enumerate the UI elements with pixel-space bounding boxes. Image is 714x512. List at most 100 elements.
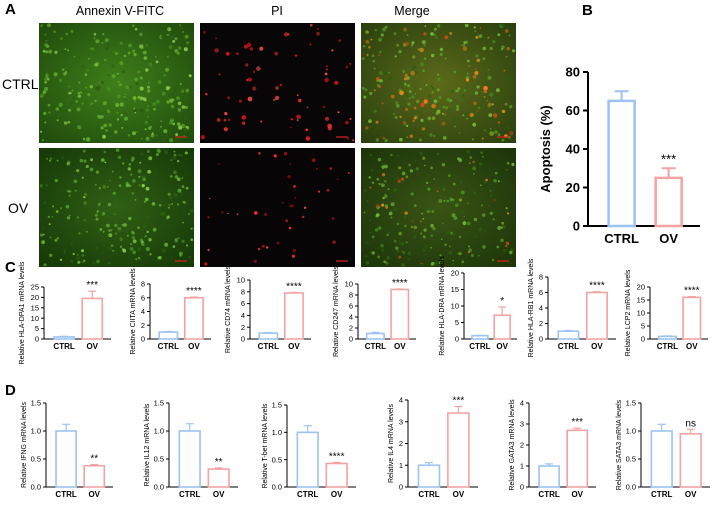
- bar-ctrl: [607, 99, 636, 228]
- y-tick-label: 8: [241, 287, 245, 296]
- bar-ctrl: [650, 430, 673, 488]
- bar-ctrl: [53, 336, 75, 340]
- x-category-label: OV: [571, 490, 583, 499]
- bar-ctrl: [55, 430, 77, 488]
- panel-label-c: C: [5, 259, 16, 276]
- y-tick-label: 2: [241, 323, 245, 332]
- significance-label: ***: [453, 396, 465, 407]
- x-category-label: OV: [685, 490, 697, 499]
- bar-ctrl: [158, 331, 179, 340]
- panel-label-d: D: [5, 382, 16, 399]
- x-category-label: OV: [496, 342, 508, 351]
- x-category-label: CTRL: [365, 342, 386, 351]
- x-category-label: CTRL: [657, 342, 678, 351]
- micrograph-ctrl-merge: [361, 23, 516, 143]
- bar-ov: [83, 464, 106, 488]
- bar-ctrl: [296, 431, 319, 488]
- column-title-merge: Merge: [394, 4, 429, 18]
- chart-d5: 0 1 2 3 4 Relative GATA3 mRNA levels CTRL OV ***: [509, 399, 596, 499]
- chart-c4: 0 2 4 6 8 10 Relative CD247 mRNA levels CTRL OV *…: [333, 265, 416, 357]
- x-category-label: CTRL: [53, 342, 74, 351]
- y-tick-label: 2: [349, 324, 353, 333]
- y-tick-label: 4: [141, 307, 145, 316]
- y-tick-label: 4: [539, 304, 543, 313]
- y-axis-title: Relative CD74 mRNA levels: [225, 265, 232, 353]
- row-label-ctrl: CTRL: [2, 76, 39, 92]
- significance-label: ****: [589, 281, 605, 292]
- bar-ov: [325, 462, 348, 488]
- y-tick-label: 4: [520, 399, 524, 408]
- bar-ov: [81, 297, 104, 340]
- significance-label: ****: [329, 451, 345, 462]
- y-axis-title: Relative CIITA mRNA levels: [130, 268, 137, 355]
- x-category-label: CTRL: [258, 342, 279, 351]
- x-category-label: CTRL: [55, 490, 76, 499]
- y-tick-label: 1.0: [154, 427, 164, 436]
- y-tick-label: 1: [399, 461, 403, 470]
- y-tick-label: 4: [399, 396, 403, 405]
- x-category-label: CTRL: [604, 231, 639, 246]
- y-axis-title: Relative HLA-DPA1 mRNA levels: [19, 261, 26, 364]
- y-tick-label: 15: [31, 303, 39, 312]
- y-tick-label: 60: [566, 103, 580, 118]
- bar-ov: [566, 429, 589, 488]
- y-tick-label: 1.0: [272, 428, 282, 437]
- y-tick-label: 1.5: [626, 399, 636, 408]
- x-category-label: OV: [213, 490, 225, 499]
- significance-label: ns: [685, 418, 696, 429]
- y-tick-label: 2: [520, 441, 524, 450]
- y-tick-label: 25: [31, 283, 39, 292]
- significance-label: ****: [392, 278, 408, 289]
- bar-ctrl: [657, 335, 677, 340]
- y-tick-label: 0.5: [31, 455, 41, 464]
- bar-ctrl: [365, 332, 385, 340]
- y-tick-label: 8: [349, 291, 353, 300]
- y-tick-label: 0: [35, 335, 39, 344]
- y-tick-label: 0.0: [31, 483, 41, 492]
- bar-ctrl: [557, 330, 580, 340]
- significance-label: **: [90, 454, 98, 465]
- bar-ctrl: [178, 430, 201, 488]
- y-axis-title: Relative GATA3 mRNA levels: [509, 399, 516, 491]
- micrograph-ctrl-annexin: [39, 23, 194, 143]
- x-category-label: OV: [188, 342, 200, 351]
- y-tick-label: 6: [141, 293, 145, 302]
- micrograph-ov-pi: [200, 148, 355, 267]
- y-tick-label: 8: [141, 280, 145, 289]
- significance-label: ***: [661, 151, 676, 166]
- bar-ov: [679, 432, 702, 488]
- y-tick-label: 1.0: [626, 427, 636, 436]
- y-tick-label: 4: [349, 313, 353, 322]
- x-category-label: CTRL: [558, 342, 579, 351]
- micrograph-ov-merge: [361, 148, 516, 267]
- x-category-label: CTRL: [158, 342, 179, 351]
- y-tick-label: 0: [241, 335, 245, 344]
- y-axis-title: Relative LCP2 mRNA levels: [625, 269, 632, 356]
- bar-ctrl: [471, 334, 489, 340]
- y-tick-label: 5: [455, 318, 459, 327]
- y-tick-label: 0.0: [154, 483, 164, 492]
- y-tick-label: 0: [455, 335, 459, 344]
- chart-c7: 0 5 10 15 20 Relative LCP2 mRNA levels CTRL OV *…: [625, 269, 708, 356]
- chart-c3: 0 2 4 6 8 10 Relative CD74 mRNA levels CTRL OV **…: [225, 265, 311, 353]
- y-tick-label: 6: [349, 302, 353, 311]
- x-category-label: OV: [331, 490, 343, 499]
- y-tick-label: 20: [31, 293, 39, 302]
- y-tick-label: 0.5: [272, 455, 282, 464]
- x-category-label: OV: [88, 490, 100, 499]
- x-category-label: OV: [288, 342, 300, 351]
- y-tick-label: 1.0: [31, 427, 41, 436]
- y-axis-title: Relative IL4 mRNA levels: [388, 404, 395, 483]
- scale-bars: [175, 136, 509, 262]
- bar-ctrl: [258, 332, 279, 340]
- y-tick-label: 10: [451, 302, 459, 311]
- chart-d4: 0 1 2 3 4 Relative IL4 mRNA levels CTRL OV ***: [388, 396, 478, 499]
- x-category-label: CTRL: [297, 490, 318, 499]
- y-tick-label: 3: [399, 417, 403, 426]
- micrograph-ctrl-pi: [200, 23, 355, 143]
